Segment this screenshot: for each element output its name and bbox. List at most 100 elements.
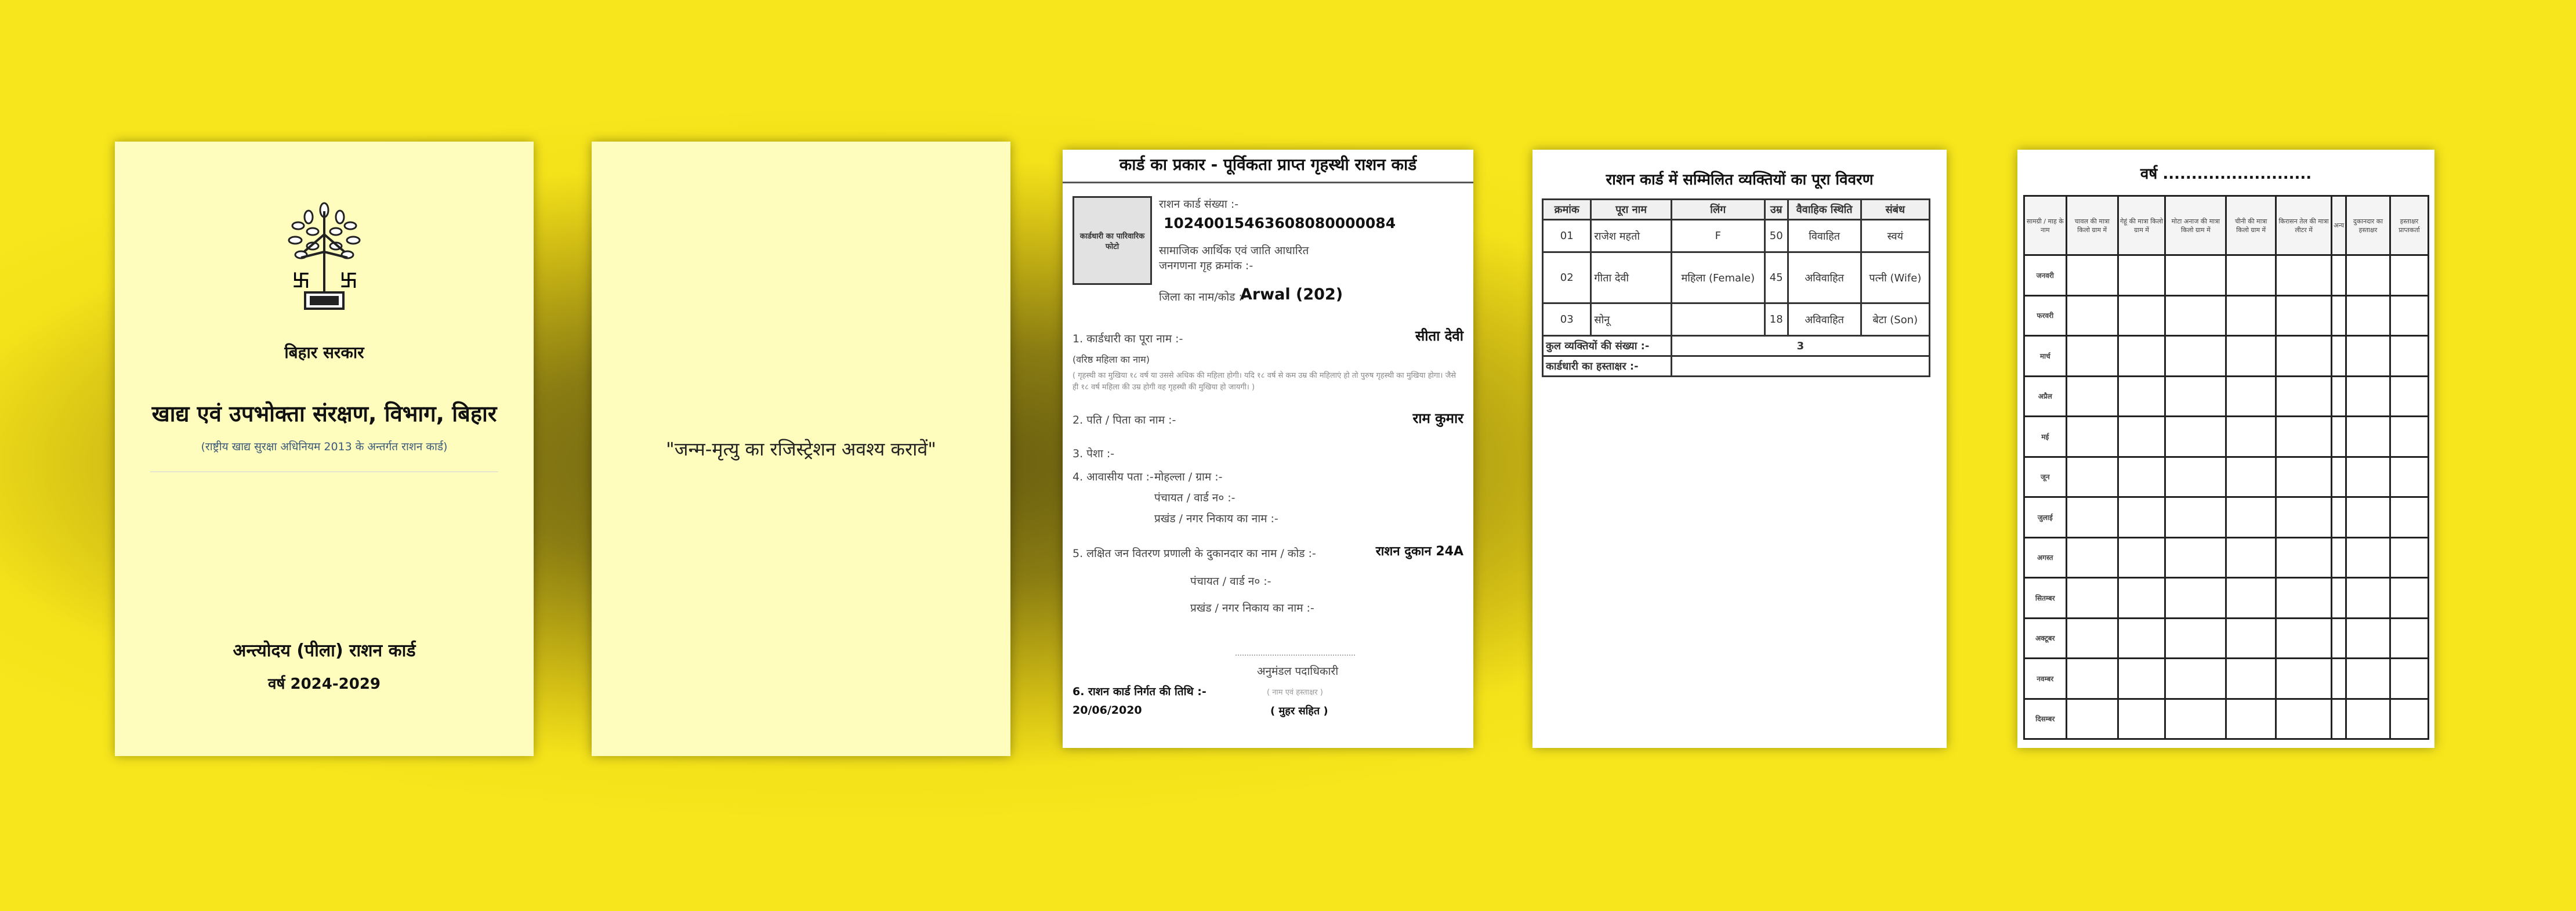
entry-cell[interactable] xyxy=(2389,577,2430,619)
entry-cell[interactable] xyxy=(2065,375,2119,417)
entry-cell[interactable] xyxy=(2275,536,2333,579)
entry-cell[interactable] xyxy=(2117,657,2166,700)
entry-cell[interactable] xyxy=(2389,657,2430,700)
entry-cell[interactable] xyxy=(2345,375,2391,417)
entry-cell[interactable] xyxy=(2117,697,2166,740)
entry-cell[interactable] xyxy=(2389,496,2430,538)
entry-cell[interactable] xyxy=(2389,335,2430,377)
entry-cell[interactable] xyxy=(2275,697,2333,740)
entry-cell[interactable] xyxy=(2225,617,2277,659)
entry-cell[interactable] xyxy=(2164,335,2227,377)
issue-date: 20/06/2020 xyxy=(1073,704,1142,717)
entry-cell[interactable] xyxy=(2275,577,2333,619)
entry-cell[interactable] xyxy=(2331,697,2347,740)
entry-cell[interactable] xyxy=(2389,456,2430,498)
entry-cell[interactable] xyxy=(2065,536,2119,579)
entry-cell[interactable] xyxy=(2164,254,2227,297)
entry-cell[interactable] xyxy=(2065,254,2119,297)
entry-cell[interactable] xyxy=(2065,496,2119,538)
entry-cell[interactable] xyxy=(2065,415,2119,458)
entry-cell[interactable] xyxy=(2389,617,2430,659)
entry-cell[interactable] xyxy=(2065,617,2119,659)
entry-cell[interactable] xyxy=(2389,375,2430,417)
entry-cell[interactable] xyxy=(2117,335,2166,377)
month-row: मई xyxy=(2023,415,2430,458)
entry-cell[interactable] xyxy=(2164,375,2227,417)
entry-cell[interactable] xyxy=(2331,496,2347,538)
entry-cell[interactable] xyxy=(2117,617,2166,659)
entry-cell[interactable] xyxy=(2345,335,2391,377)
entry-cell[interactable] xyxy=(2345,496,2391,538)
entry-cell[interactable] xyxy=(2275,335,2333,377)
entry-cell[interactable] xyxy=(2164,536,2227,579)
entry-cell[interactable] xyxy=(2065,577,2119,619)
entry-cell[interactable] xyxy=(2331,415,2347,458)
entry-cell[interactable] xyxy=(2331,577,2347,619)
table-cell: राजेश महतो xyxy=(1590,219,1672,253)
entry-cell[interactable] xyxy=(2065,697,2119,740)
entry-cell[interactable] xyxy=(2389,697,2430,740)
entry-cell[interactable] xyxy=(2331,375,2347,417)
entry-cell[interactable] xyxy=(2345,415,2391,458)
entry-cell[interactable] xyxy=(2225,697,2277,740)
entry-cell[interactable] xyxy=(2225,254,2277,297)
entry-cell[interactable] xyxy=(2117,496,2166,538)
entry-cell[interactable] xyxy=(2331,254,2347,297)
entry-cell[interactable] xyxy=(2275,415,2333,458)
entry-cell[interactable] xyxy=(2345,617,2391,659)
entry-cell[interactable] xyxy=(2331,456,2347,498)
entry-cell[interactable] xyxy=(2345,254,2391,297)
entry-cell[interactable] xyxy=(2345,536,2391,579)
entry-cell[interactable] xyxy=(2225,415,2277,458)
signature-cell[interactable] xyxy=(1670,355,1931,377)
entry-cell[interactable] xyxy=(2345,577,2391,619)
entry-cell[interactable] xyxy=(2117,536,2166,579)
entry-cell[interactable] xyxy=(2225,657,2277,700)
entry-cell[interactable] xyxy=(2331,536,2347,579)
entry-cell[interactable] xyxy=(2345,456,2391,498)
entry-cell[interactable] xyxy=(2065,456,2119,498)
entry-cell[interactable] xyxy=(2164,617,2227,659)
entry-cell[interactable] xyxy=(2065,294,2119,337)
entry-cell[interactable] xyxy=(2331,294,2347,337)
entry-cell[interactable] xyxy=(2275,456,2333,498)
entry-cell[interactable] xyxy=(2275,294,2333,337)
entry-cell[interactable] xyxy=(2164,697,2227,740)
entry-cell[interactable] xyxy=(2164,657,2227,700)
entry-cell[interactable] xyxy=(2164,415,2227,458)
entry-cell[interactable] xyxy=(2345,657,2391,700)
entry-cell[interactable] xyxy=(2225,456,2277,498)
entry-cell[interactable] xyxy=(2065,657,2119,700)
entry-cell[interactable] xyxy=(2225,294,2277,337)
entry-cell[interactable] xyxy=(2331,335,2347,377)
entry-cell[interactable] xyxy=(2389,294,2430,337)
entry-cell[interactable] xyxy=(2117,375,2166,417)
entry-cell[interactable] xyxy=(2225,496,2277,538)
entry-cell[interactable] xyxy=(2345,294,2391,337)
entry-cell[interactable] xyxy=(2345,697,2391,740)
entry-cell[interactable] xyxy=(2225,577,2277,619)
entry-cell[interactable] xyxy=(2117,456,2166,498)
entry-cell[interactable] xyxy=(2117,294,2166,337)
entry-cell[interactable] xyxy=(2389,254,2430,297)
entry-cell[interactable] xyxy=(2275,496,2333,538)
entry-cell[interactable] xyxy=(2065,335,2119,377)
entry-cell[interactable] xyxy=(2225,335,2277,377)
entry-cell[interactable] xyxy=(2117,577,2166,619)
entry-cell[interactable] xyxy=(2389,415,2430,458)
entry-cell[interactable] xyxy=(2164,577,2227,619)
entry-cell[interactable] xyxy=(2117,415,2166,458)
entry-cell[interactable] xyxy=(2225,375,2277,417)
entry-cell[interactable] xyxy=(2164,294,2227,337)
entry-cell[interactable] xyxy=(2275,617,2333,659)
entry-cell[interactable] xyxy=(2275,375,2333,417)
entry-cell[interactable] xyxy=(2275,657,2333,700)
entry-cell[interactable] xyxy=(2389,536,2430,579)
entry-cell[interactable] xyxy=(2275,254,2333,297)
entry-cell[interactable] xyxy=(2331,617,2347,659)
entry-cell[interactable] xyxy=(2225,536,2277,579)
entry-cell[interactable] xyxy=(2164,456,2227,498)
entry-cell[interactable] xyxy=(2331,657,2347,700)
entry-cell[interactable] xyxy=(2117,254,2166,297)
entry-cell[interactable] xyxy=(2164,496,2227,538)
